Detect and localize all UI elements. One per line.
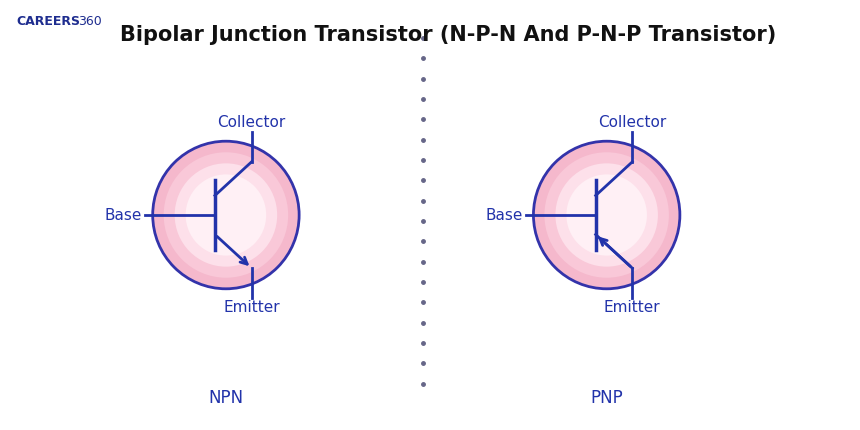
Ellipse shape (153, 141, 299, 289)
Text: Bipolar Junction Transistor (N-P-N And P-N-P Transistor): Bipolar Junction Transistor (N-P-N And P… (120, 25, 776, 45)
Ellipse shape (175, 163, 277, 267)
Ellipse shape (533, 141, 680, 289)
Text: Emitter: Emitter (224, 300, 280, 315)
Text: Emitter: Emitter (604, 300, 660, 315)
Ellipse shape (163, 152, 288, 278)
Text: NPN: NPN (208, 389, 243, 407)
Text: PNP: PNP (590, 389, 623, 407)
Text: Base: Base (485, 208, 523, 222)
Text: 360: 360 (77, 15, 101, 28)
Text: Collector: Collector (218, 115, 286, 130)
Ellipse shape (186, 175, 267, 255)
Ellipse shape (567, 175, 647, 255)
Text: CAREERS: CAREERS (16, 15, 81, 28)
Text: Collector: Collector (599, 115, 666, 130)
Ellipse shape (544, 152, 669, 278)
Ellipse shape (556, 163, 658, 267)
Text: Base: Base (104, 208, 142, 222)
